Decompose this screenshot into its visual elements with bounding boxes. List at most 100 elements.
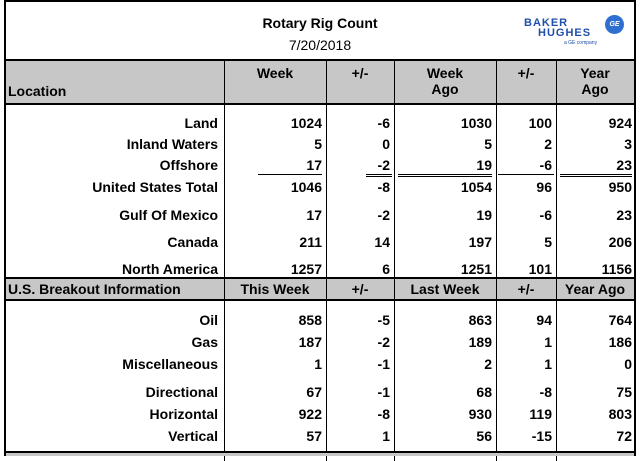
column-divider [224,105,225,277]
year-ago-value: 0 [624,356,632,372]
week-change-value: -5 [377,312,390,328]
column-header-week: Week [256,65,294,81]
week-ago-value: 1054 [460,179,492,195]
column-divider [496,61,497,103]
row-label: North America [122,261,218,277]
column-divider [224,61,225,103]
year-ago-value: 72 [616,428,632,444]
week-value: 211 [299,234,322,250]
report-header: Rotary Rig Count 7/20/2018 BAKER HUGHES … [6,0,634,59]
column-header-this-week: This Week [240,281,310,297]
this-week-value: 67 [306,384,322,400]
column-divider [496,105,497,277]
location-table-header: Location Week +/- Week Ago +/- Year Ago [6,59,634,105]
table-row: Oil 858 -5 863 94 764 [6,311,634,329]
table-row: Canada 211 14 197 5 206 [6,233,634,251]
table-row: Gulf Of Mexico 17 -2 19 -6 23 [6,206,634,224]
column-divider [394,301,395,461]
week-change-value: -2 [377,207,390,223]
column-header-last-week: Last Week [410,281,480,297]
year-change-value: 1 [544,334,552,350]
column-divider [556,301,557,461]
year-change-value: 100 [528,115,552,131]
ge-monogram-icon: GE [605,15,624,34]
week-change-value: 0 [382,136,390,152]
baker-hughes-logo: BAKER HUGHES a GE company GE [524,15,624,47]
row-label: Miscellaneous [122,356,218,372]
subtotal-rule [398,174,492,177]
week-ago-value: 5 [484,136,492,152]
row-label: Inland Waters [126,136,218,152]
row-label: Canada [167,234,218,250]
column-divider [556,279,557,299]
subtotal-rule [366,174,392,177]
column-header-change: +/- [351,65,369,81]
year-change-value: -8 [539,384,552,400]
last-week-value: 930 [468,406,492,422]
column-divider [556,105,557,277]
week-change-value: -2 [377,334,390,350]
year-ago-value: 23 [616,207,632,223]
this-week-value: 922 [298,406,322,422]
year-ago-value: 206 [608,234,632,250]
report-date: 7/20/2018 [288,37,352,53]
table-row: Directional 67 -1 68 -8 75 [6,383,634,401]
week-change-value: 1 [382,428,390,444]
year-change-value: -6 [539,207,552,223]
week-ago-value: 1251 [460,261,492,277]
column-divider [326,61,327,103]
row-label: Oil [199,312,218,328]
subtotal-rule [560,174,632,177]
subtotal-rule [258,174,322,175]
year-change-value: 5 [544,234,552,250]
logo-text-tagline: a GE company [564,40,598,46]
week-change-value: -2 [377,157,390,173]
week-ago-value: 19 [476,157,492,173]
year-change-value: -15 [531,428,552,444]
column-divider [394,279,395,299]
rig-count-sheet: Rotary Rig Count 7/20/2018 BAKER HUGHES … [4,0,636,461]
column-header-change: +/- [517,65,535,81]
location-table-body: Land 1024 -6 1030 100 924 Inland Waters … [6,105,634,277]
column-header-change: +/- [517,281,535,297]
table-row: Land 1024 -6 1030 100 924 [6,114,634,132]
year-ago-value: 3 [624,136,632,152]
subtotal-rule [498,174,554,175]
column-header-location: Location [8,83,67,99]
row-label: Horizontal [149,406,218,422]
table-row: Miscellaneous 1 -1 2 1 0 [6,355,634,373]
breakout-table-header: U.S. Breakout Information This Week +/- … [6,277,634,301]
this-week-value: 858 [298,312,322,328]
column-divider [496,279,497,299]
table-row-total: United States Total 1046 -8 1054 96 950 [6,178,634,196]
last-week-value: 2 [484,356,492,372]
year-change-value: 94 [536,312,552,328]
column-header-week-ago: Week Ago [426,65,464,97]
column-header-year-ago: Year Ago [580,65,610,97]
this-week-value: 1 [314,356,322,372]
last-week-value: 56 [476,428,492,444]
week-value: 1046 [290,179,322,195]
row-label: Land [184,115,218,131]
table-row-total: North America 1257 6 1251 101 1156 [6,260,634,278]
week-change-value: -8 [377,406,390,422]
week-value: 17 [306,157,322,173]
week-change-value: -1 [377,356,390,372]
column-divider [224,301,225,461]
week-value: 1024 [290,115,322,131]
row-label: Directional [145,384,218,400]
table-row: Horizontal 922 -8 930 119 803 [6,405,634,423]
year-ago-value: 764 [608,312,632,328]
table-row: Inland Waters 5 0 5 2 3 [6,135,634,153]
column-header-change: +/- [351,281,369,297]
column-divider [394,105,395,277]
week-value: 1257 [290,261,322,277]
column-divider [496,301,497,461]
week-ago-value: 197 [468,234,492,250]
year-change-value: 96 [536,179,552,195]
week-ago-value: 1030 [460,115,492,131]
year-ago-value: 1156 [601,261,632,277]
next-section-header [6,451,634,456]
column-header-year-ago: Year Ago [564,281,626,297]
year-ago-value: 23 [616,157,632,173]
